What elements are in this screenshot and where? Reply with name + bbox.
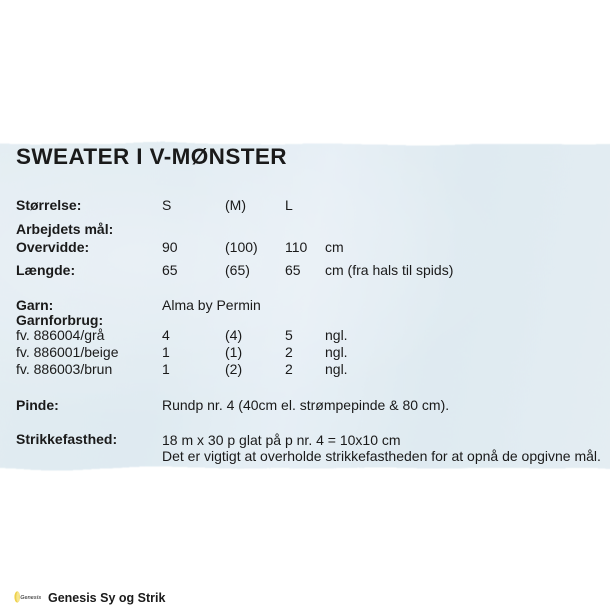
svg-text:Genesis: Genesis bbox=[20, 595, 41, 601]
